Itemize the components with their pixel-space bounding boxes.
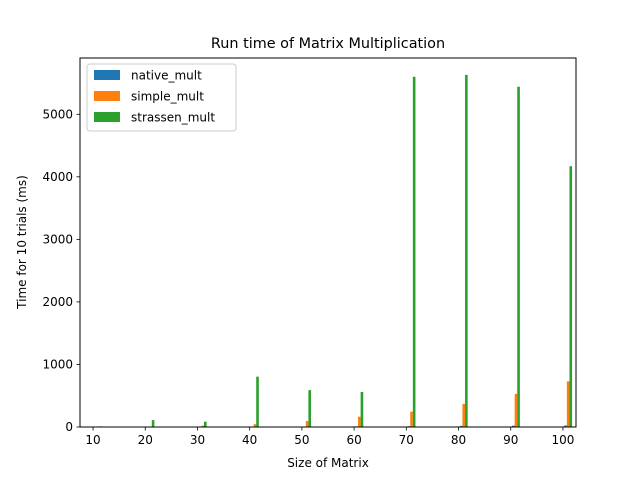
y-tick-label: 3000 [42, 232, 73, 246]
legend-swatch-strassen_mult [94, 112, 120, 122]
bar-simple_mult-40 [253, 424, 257, 427]
bars [94, 74, 573, 428]
bar-strassen_mult-70 [412, 76, 416, 427]
bar-simple_mult-70 [410, 411, 413, 427]
bar-strassen_mult-60 [360, 391, 364, 427]
plot-frame [79, 57, 577, 428]
y-tick-label: 1000 [42, 357, 73, 371]
x-tick-label: 80 [451, 433, 466, 447]
bar-strassen_mult-100 [569, 166, 573, 427]
bar-simple_mult-90 [514, 393, 518, 427]
legend: native_mult simple_mult strassen_mult [86, 63, 237, 132]
bar-native_mult-90 [512, 425, 515, 427]
bar-strassen_mult-40 [256, 376, 259, 427]
bar-simple_mult-80 [462, 403, 466, 427]
x-tick-label: 50 [294, 433, 309, 447]
chart-title: Run time of Matrix Multiplication [211, 36, 445, 52]
legend-label-native_mult: native_mult [131, 69, 202, 83]
legend-label-simple_mult: simple_mult [131, 90, 204, 104]
x-tick-label: 90 [503, 433, 518, 447]
y-tick-label: 4000 [42, 170, 73, 184]
x-tick-label: 40 [242, 433, 257, 447]
bar-native_mult-80 [459, 425, 463, 427]
x-tick-label: 30 [190, 433, 205, 447]
x-axis: 10 20 30 40 50 60 70 80 90 100 [85, 427, 574, 447]
y-tick-label: 2000 [42, 295, 73, 309]
y-tick-label: 0 [65, 420, 73, 434]
legend-swatch-native_mult [94, 70, 120, 80]
x-axis-title: Size of Matrix [287, 456, 369, 470]
x-tick-label: 100 [551, 433, 574, 447]
x-tick-label: 10 [85, 433, 100, 447]
bar-simple_mult-100 [566, 381, 570, 427]
legend-swatch-simple_mult [94, 91, 120, 101]
legend-box [86, 63, 237, 132]
bar-strassen_mult-30 [204, 421, 207, 427]
x-tick-label: 20 [138, 433, 153, 447]
legend-label-strassen_mult: strassen_mult [131, 111, 215, 125]
x-tick-label: 60 [346, 433, 361, 447]
bar-simple_mult-60 [358, 416, 361, 427]
bar-strassen_mult-90 [517, 86, 520, 428]
bar-simple_mult-50 [305, 421, 309, 427]
bar-simple_mult-30 [201, 425, 204, 427]
bar-strassen_mult-20 [151, 420, 155, 427]
bar-strassen_mult-50 [308, 390, 312, 427]
y-tick-label: 5000 [42, 107, 73, 121]
y-axis-title: Time for 10 trials (ms) [15, 175, 29, 310]
x-tick-label: 70 [399, 433, 414, 447]
y-axis: 0 1000 2000 3000 4000 5000 [42, 107, 80, 434]
bar-native_mult-100 [564, 425, 567, 427]
bar-strassen_mult-80 [465, 74, 468, 427]
